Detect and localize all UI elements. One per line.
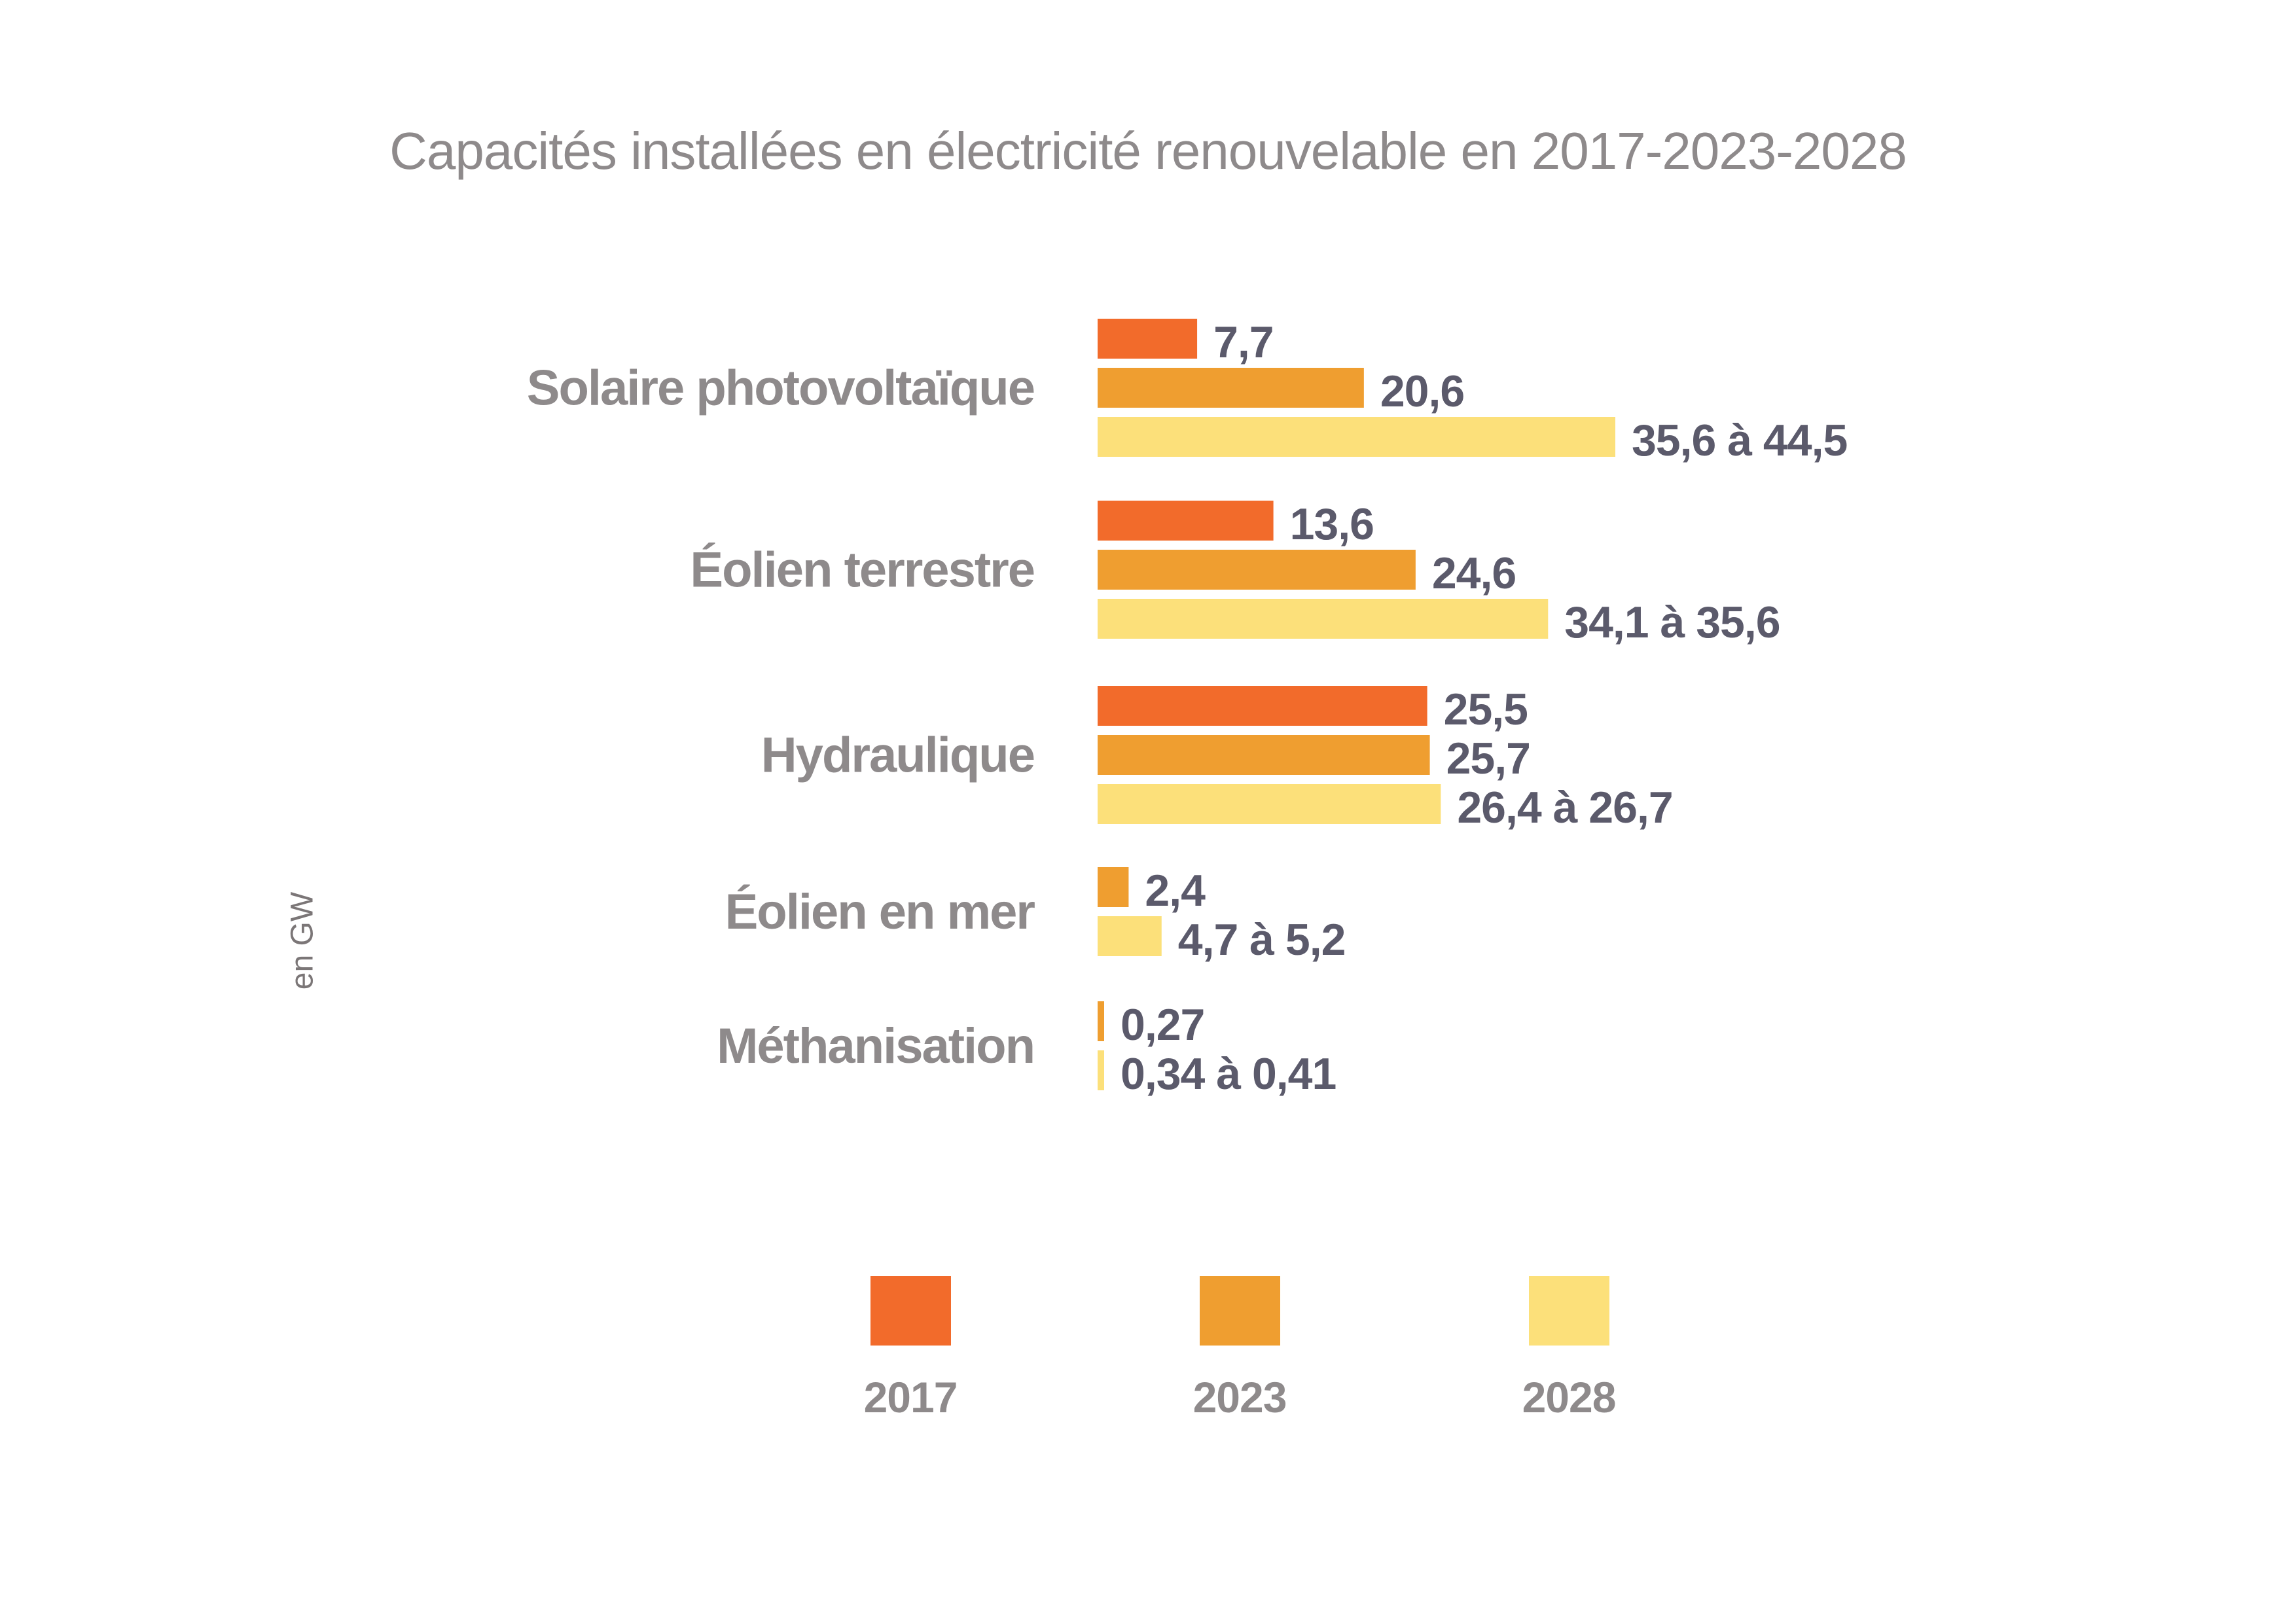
value-label-solaire-photovoltaique-2023: 20,6 <box>1380 366 1464 416</box>
bar-eolien-terrestre-2028 <box>1098 599 1549 639</box>
legend: 2017 2023 2028 <box>864 1276 1616 1421</box>
value-label-methanisation-2023: 0,27 <box>1121 1000 1204 1050</box>
bars-layer <box>1098 319 1615 1090</box>
legend-label-2023: 2023 <box>1193 1373 1287 1421</box>
category-label-solaire-photovoltaique: Solaire photovoltaïque <box>527 361 1034 416</box>
value-label-eolien-terrestre-2023: 24,6 <box>1432 548 1516 598</box>
bar-solaire-photovoltaique-2028 <box>1098 417 1615 457</box>
bar-eolien-en-mer-2023 <box>1098 867 1129 907</box>
bar-methanisation-2028 <box>1098 1050 1104 1090</box>
legend-swatch-2028 <box>1529 1276 1609 1346</box>
category-label-methanisation: Méthanisation <box>717 1018 1034 1074</box>
bar-solaire-photovoltaique-2023 <box>1098 368 1364 408</box>
bar-hydraulique-2017 <box>1098 686 1427 726</box>
value-label-eolien-terrestre-2017: 13,6 <box>1290 499 1374 549</box>
legend-label-2028: 2028 <box>1522 1373 1616 1421</box>
bar-eolien-terrestre-2017 <box>1098 501 1274 541</box>
legend-item-2023: 2023 <box>1193 1276 1287 1421</box>
bar-solaire-photovoltaique-2017 <box>1098 319 1198 359</box>
value-label-solaire-photovoltaique-2017: 7,7 <box>1213 317 1274 367</box>
bar-eolien-en-mer-2028 <box>1098 916 1162 956</box>
value-label-eolien-terrestre-2028: 34,1 à 35,6 <box>1564 597 1780 647</box>
value-label-hydraulique-2028: 26,4 à 26,7 <box>1457 783 1672 832</box>
value-label-eolien-en-mer-2023: 2,4 <box>1145 866 1206 916</box>
value-label-methanisation-2028: 0,34 à 0,41 <box>1121 1049 1336 1099</box>
chart-title: Capacités installées en électricité reno… <box>389 122 1907 180</box>
bar-eolien-terrestre-2023 <box>1098 550 1416 590</box>
legend-swatch-2023 <box>1200 1276 1280 1346</box>
legend-item-2028: 2028 <box>1522 1276 1616 1421</box>
legend-label-2017: 2017 <box>864 1373 958 1421</box>
labels-layer: 7,7 20,6 35,6 à 44,5 Solaire photovoltaïque… <box>527 317 1848 1099</box>
category-label-eolien-terrestre: Éolien terrestre <box>690 543 1034 598</box>
value-label-solaire-photovoltaique-2028: 35,6 à 44,5 <box>1632 416 1847 465</box>
legend-item-2017: 2017 <box>864 1276 958 1421</box>
bar-hydraulique-2023 <box>1098 735 1430 775</box>
value-label-hydraulique-2017: 25,5 <box>1444 685 1528 734</box>
legend-swatch-2017 <box>870 1276 951 1346</box>
bar-methanisation-2023 <box>1098 1001 1104 1041</box>
bar-hydraulique-2028 <box>1098 784 1441 824</box>
value-label-hydraulique-2023: 25,7 <box>1446 734 1530 783</box>
category-label-eolien-en-mer: Éolien en mer <box>725 884 1035 940</box>
category-label-hydraulique: Hydraulique <box>761 728 1034 783</box>
value-label-eolien-en-mer-2028: 4,7 à 5,2 <box>1178 915 1346 965</box>
